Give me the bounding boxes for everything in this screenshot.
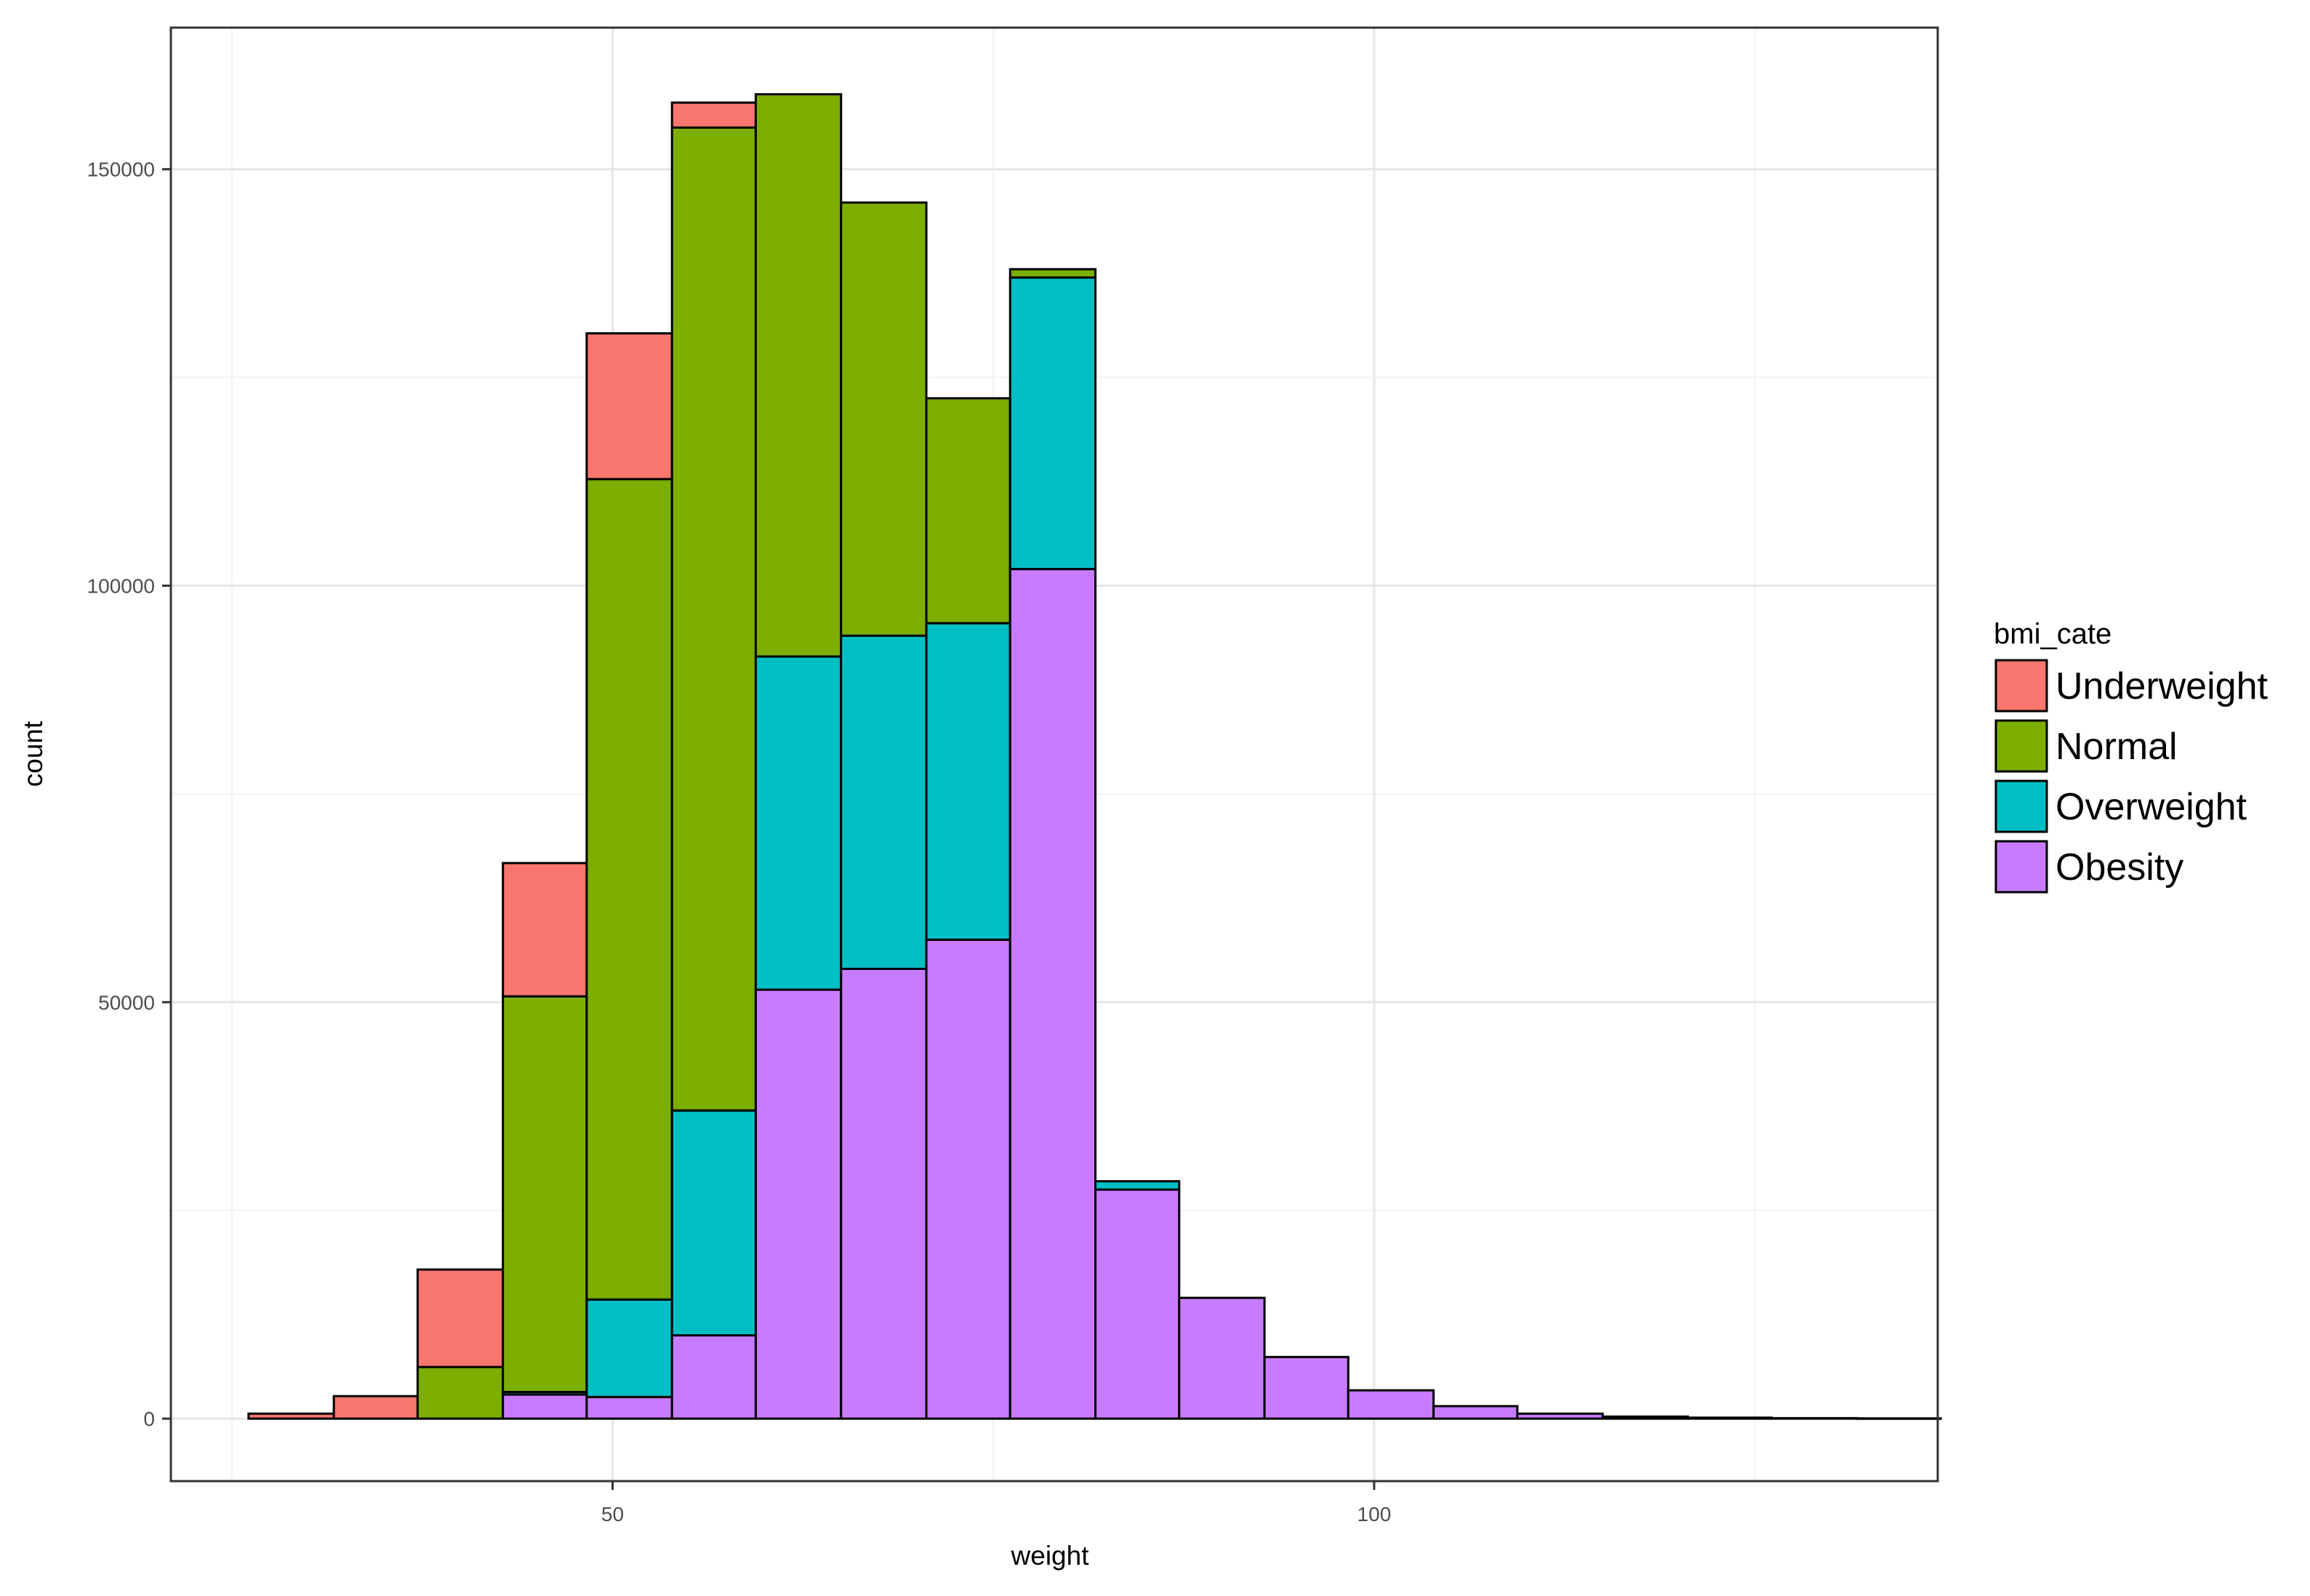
legend-key-normal bbox=[1994, 719, 2048, 773]
bar-segment-obesity bbox=[925, 938, 1011, 1420]
x-axis: 50 100 bbox=[601, 1481, 1391, 1525]
bar-segment-normal bbox=[416, 1366, 505, 1420]
bar-segment-overweight bbox=[840, 634, 928, 970]
x-tick-label: 100 bbox=[1357, 1503, 1392, 1525]
bar-segment-overweight bbox=[925, 622, 1011, 941]
bar-segment-obesity bbox=[1094, 1188, 1181, 1420]
legend-key-overweight bbox=[1994, 779, 2048, 833]
y-tick-label: 0 bbox=[143, 1408, 155, 1430]
bar-segment-obesity bbox=[840, 967, 928, 1420]
bar-segment-obesity bbox=[585, 1395, 673, 1420]
y-tick-label: 50000 bbox=[98, 991, 155, 1014]
x-axis-title: weight bbox=[1011, 1541, 1090, 1571]
bar-segment-obesity bbox=[1432, 1405, 1519, 1420]
x-tick-label: 50 bbox=[601, 1503, 624, 1525]
bar-segment-obesity bbox=[1008, 568, 1097, 1420]
bar-segment-overweight bbox=[1094, 1180, 1181, 1191]
legend-title: bmi_cate bbox=[1994, 618, 2112, 650]
y-axis-title: count bbox=[18, 721, 48, 787]
bar-segment-normal bbox=[754, 93, 843, 658]
bar-segment-underweight bbox=[502, 862, 588, 998]
bar-segment-overweight bbox=[585, 1298, 673, 1398]
bar-segment-normal bbox=[670, 126, 757, 1112]
bar-segment-obesity bbox=[754, 988, 843, 1420]
bar-segment-underweight bbox=[332, 1395, 419, 1420]
bar-segment-obesity bbox=[1770, 1416, 1858, 1420]
bar-segment-obesity bbox=[1263, 1355, 1349, 1420]
bar-segment-overweight bbox=[670, 1109, 757, 1337]
bar-segment-obesity bbox=[670, 1334, 757, 1420]
bar-segment-underweight bbox=[585, 332, 673, 481]
bar-segment-obesity bbox=[502, 1393, 588, 1420]
y-tick-label: 150000 bbox=[87, 159, 155, 181]
bar-segment-normal bbox=[502, 995, 588, 1393]
legend-label-obesity: Obesity bbox=[2056, 846, 2183, 889]
y-tick-label: 100000 bbox=[87, 575, 155, 598]
legend-label-underweight: Underweight bbox=[2056, 665, 2268, 707]
bar-segment-normal bbox=[925, 397, 1011, 625]
legend-label-overweight: Overweight bbox=[2056, 786, 2247, 828]
legend: bmi_cate Underweight Normal Overweight Obes… bbox=[1994, 618, 2268, 894]
legend-key-underweight bbox=[1994, 659, 2048, 713]
bar-segment-obesity bbox=[1178, 1296, 1266, 1420]
bar-segment-obesity bbox=[1686, 1416, 1773, 1420]
bar-segment-obesity bbox=[1347, 1389, 1435, 1420]
legend-label-normal: Normal bbox=[2056, 726, 2178, 768]
bar-segment-obesity bbox=[1601, 1415, 1689, 1420]
bar-segment-normal bbox=[840, 201, 928, 637]
histogram-bars bbox=[247, 93, 1942, 1420]
bar-segment-obesity bbox=[1516, 1412, 1604, 1420]
bar-segment-overweight bbox=[1008, 276, 1097, 571]
bar-segment-normal bbox=[585, 478, 673, 1301]
legend-key-obesity bbox=[1994, 840, 2048, 894]
y-axis: 0 50000 100000 150000 bbox=[87, 159, 171, 1430]
bar-segment-underweight bbox=[416, 1268, 505, 1368]
bar-segment-underweight bbox=[670, 101, 757, 129]
bar-segment-underweight bbox=[247, 1412, 335, 1420]
plot-panel-border bbox=[169, 26, 1939, 1483]
bar-segment-normal bbox=[1008, 268, 1097, 279]
bar-segment-overweight bbox=[754, 655, 843, 991]
